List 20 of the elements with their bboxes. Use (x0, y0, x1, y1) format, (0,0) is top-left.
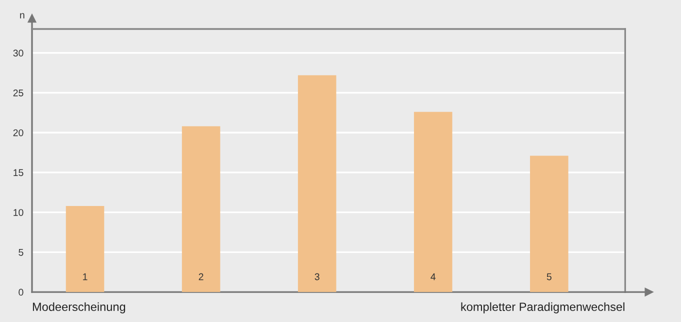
bar (66, 206, 104, 292)
bar (414, 112, 452, 292)
y-tick-label: 0 (18, 288, 24, 296)
x-tick-label: 3 (314, 273, 320, 280)
x-tick-label: 1 (83, 273, 88, 280)
y-tick-label: 20 (13, 129, 24, 136)
x-tick-label: 4 (430, 273, 436, 280)
y-tick-label: 15 (14, 169, 24, 176)
bar (530, 156, 568, 292)
y-tick-label: 30 (13, 50, 24, 57)
y-axis-title: n (20, 13, 24, 18)
bar (298, 75, 336, 292)
y-tick-label: 5 (18, 249, 24, 256)
bar (182, 126, 220, 292)
x-tick-label: 5 (546, 273, 552, 280)
x-tick-label: 2 (198, 273, 204, 280)
text: Modeerscheinung (32, 302, 126, 314)
y-tick-label: 10 (14, 209, 24, 216)
y-tick-label: 25 (13, 89, 24, 96)
text: kompletter Paradigmenwechsel (461, 302, 624, 314)
